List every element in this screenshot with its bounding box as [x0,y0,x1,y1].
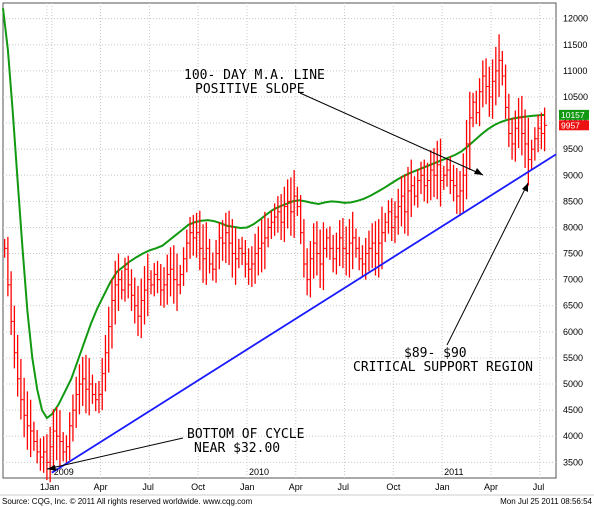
year-label: 2011 [444,467,463,477]
x-tick-label: Jul [142,482,154,492]
y-tick-label: 4000 [563,431,583,441]
y-tick-label: 9000 [563,170,583,180]
y-tick-label: 7000 [563,275,583,285]
price-last-value-label: 9957 [561,120,580,130]
y-tick-label: 9500 [563,144,583,154]
x-tick-label: Oct [386,482,401,492]
y-tick-label: 7500 [563,249,583,259]
bottom-note-arrowhead [47,465,56,471]
y-tick-label: 8500 [563,196,583,206]
ma-last-value-badge [559,109,589,120]
x-tick-label: Oct [191,482,206,492]
footer-source: Source: CQG, Inc. © 2011 All rights rese… [2,497,253,506]
x-tick-label: Jul [338,482,350,492]
y-tick-label: 10500 [563,92,588,102]
support-note-line-1: $89- $90 [404,346,467,361]
support-note-arrow [446,182,529,346]
x-tick-label: 1 [40,482,45,492]
y-tick-label: 12000 [563,14,588,24]
y-tick-label: 5500 [563,353,583,363]
x-tick-label: Apr [484,482,498,492]
ma-note-line-1: 100- DAY M.A. LINE [184,68,325,83]
ma-note-arrowhead [474,168,483,175]
bottom-note-line-1: BOTTOM OF CYCLE [187,427,304,442]
support-trend-line [51,153,557,474]
ma-last-value-label: 10157 [561,110,585,120]
year-label: 2009 [54,467,74,477]
trend-line-layer [51,153,557,474]
support-note-line-2: CRITICAL SUPPORT REGION [353,360,533,375]
x-tick-label: Jan [45,482,60,492]
y-tick-label: 3500 [563,457,583,467]
grid [3,3,556,478]
y-axis: 3500 4000 4500 5000 5500 6000 6500 7000 7500 8000… [563,14,588,468]
y-tick-label: 8000 [563,222,583,232]
y-tick-label: 11500 [563,40,587,50]
x-tick-label: Apr [94,482,108,492]
bottom-note-line-2: NEAR $32.00 [194,441,280,456]
annotations: 100- DAY M.A. LINE POSITIVE SLOPE $89- $… [184,68,533,456]
x-tick-label: Jan [435,482,450,492]
year-label: 2010 [249,467,269,477]
x-tick-label: Jul [533,482,545,492]
last-value-badges: 10157 9957 [559,109,589,131]
x-tick-label: Jan [240,482,255,492]
y-tick-label: 6000 [563,327,583,337]
footer-timestamp: Mon Jul 25 2011 08:56:54 [500,497,592,506]
bottom-note-arrow [46,437,184,470]
y-tick-label: 6500 [563,301,583,311]
ma-note-arrow [299,92,484,176]
y-tick-label: 5000 [563,379,583,389]
price-last-value-badge [559,120,589,131]
x-tick-label: Apr [289,482,303,492]
ma-note-line-2: POSITIVE SLOPE [195,82,305,97]
y-tick-label: 11000 [563,66,587,76]
moving-average-line [2,8,545,420]
moving-average-layer [2,8,545,420]
annotation-arrows [46,92,529,471]
support-note-arrowhead [522,183,528,192]
price-bars-layer [3,34,548,483]
y-tick-label: 4500 [563,405,583,415]
